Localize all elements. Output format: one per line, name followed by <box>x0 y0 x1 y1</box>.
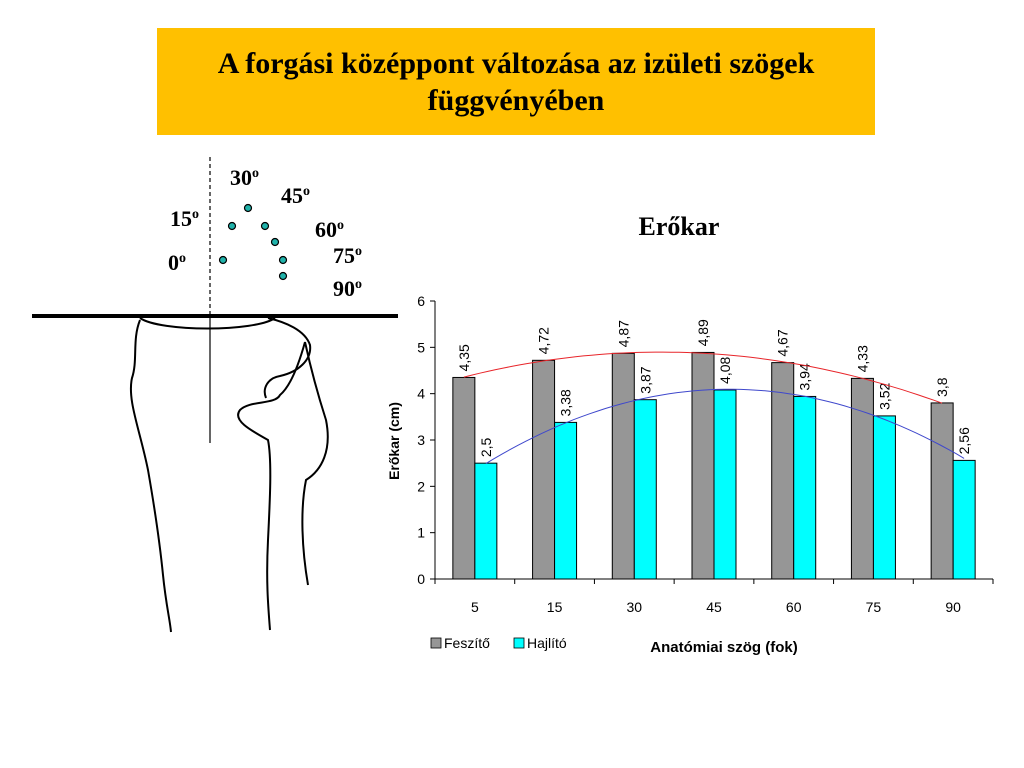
tibia-right-outline <box>237 341 306 631</box>
moment-arm-chart: Erőkar Erőkar (cm) Anatómiai szög (fok) … <box>386 212 994 656</box>
y-tick-label: 6 <box>417 293 425 309</box>
x-tick-label: 75 <box>866 599 882 615</box>
data-label: 4,33 <box>854 345 870 372</box>
x-tick-label: 60 <box>786 599 802 615</box>
trendline-feszito <box>463 351 943 404</box>
data-label: 3,87 <box>637 366 653 393</box>
data-label: 4,89 <box>695 319 711 346</box>
dot-60deg <box>270 237 280 247</box>
legend-swatch-feszito <box>430 637 442 649</box>
bar-hajlito <box>952 459 976 580</box>
bar-hajlito <box>633 399 657 580</box>
data-label: 2,5 <box>478 437 494 457</box>
bar-hajlito <box>872 415 896 580</box>
bar-feszito <box>452 376 476 580</box>
y-tick-label: 5 <box>417 339 425 355</box>
knee-diagram <box>32 157 398 633</box>
data-label: 3,8 <box>934 377 950 397</box>
patella-outline <box>263 317 312 399</box>
rotation-center-dots <box>218 203 288 281</box>
chart-title: Erőkar <box>639 212 720 241</box>
angle-label-15: 15o <box>170 206 199 231</box>
data-label: 3,38 <box>558 389 574 416</box>
bar-feszito <box>691 351 715 580</box>
data-label: 2,56 <box>956 427 972 454</box>
x-tick-label: 30 <box>626 599 642 615</box>
angle-label-30: 30o <box>230 165 259 190</box>
data-label: 4,72 <box>536 327 552 354</box>
y-tick-label: 0 <box>417 571 425 587</box>
dot-45deg <box>260 221 270 231</box>
bar-feszito <box>850 377 874 580</box>
slide-title: A forgási középpont változása az izületi… <box>217 46 815 117</box>
y-tick-label: 1 <box>417 525 425 541</box>
dot-90deg <box>278 271 288 281</box>
bar-feszito <box>771 362 795 580</box>
data-label: 4,35 <box>456 344 472 371</box>
dot-30deg <box>243 203 253 213</box>
data-label: 4,67 <box>775 329 791 356</box>
x-tick-label: 15 <box>547 599 563 615</box>
trendline-hajlito <box>485 388 965 465</box>
fibula-outline <box>301 341 329 586</box>
title-banner: A forgási középpont változása az izületi… <box>157 28 875 135</box>
data-label: 4,08 <box>717 356 733 383</box>
angle-label-0: 0o <box>168 250 186 275</box>
y-tick-label: 2 <box>417 478 425 494</box>
legend-swatch-hajlito <box>513 637 525 649</box>
angle-labels: 0o 15o 30o 45o 60o 75o 90o <box>168 165 362 301</box>
x-tick-label: 90 <box>945 599 961 615</box>
x-axis-label: Anatómiai szög (fok) <box>650 639 798 656</box>
dot-15deg <box>227 221 237 231</box>
legend-label-hajlito: Hajlító <box>527 635 567 651</box>
bar-hajlito <box>713 389 737 580</box>
femoral-condyle-outline <box>139 317 276 330</box>
angle-label-75: 75o <box>333 243 362 268</box>
angle-label-60: 60o <box>315 217 344 242</box>
dot-0deg <box>218 255 228 265</box>
bar-feszito <box>930 402 954 580</box>
x-tick-label: 5 <box>471 599 479 615</box>
data-label: 3,52 <box>876 382 892 409</box>
legend: Feszítő Hajlító <box>430 635 567 651</box>
angle-label-45: 45o <box>281 183 310 208</box>
bar-hajlito <box>554 421 578 580</box>
y-tick-label: 3 <box>417 432 425 448</box>
angle-label-90: 90o <box>333 276 362 301</box>
tibia-left-outline <box>129 319 172 633</box>
bar-feszito <box>532 359 556 580</box>
bar-hajlito <box>793 395 817 580</box>
bar-hajlito <box>474 462 498 580</box>
legend-label-feszito: Feszítő <box>444 635 490 651</box>
data-label: 3,94 <box>797 363 813 390</box>
bar-feszito <box>611 352 635 580</box>
dot-75deg <box>278 255 288 265</box>
data-label: 4,87 <box>615 320 631 347</box>
x-tick-label: 45 <box>706 599 722 615</box>
y-tick-label: 4 <box>417 386 425 402</box>
y-axis-label: Erőkar (cm) <box>386 402 402 480</box>
